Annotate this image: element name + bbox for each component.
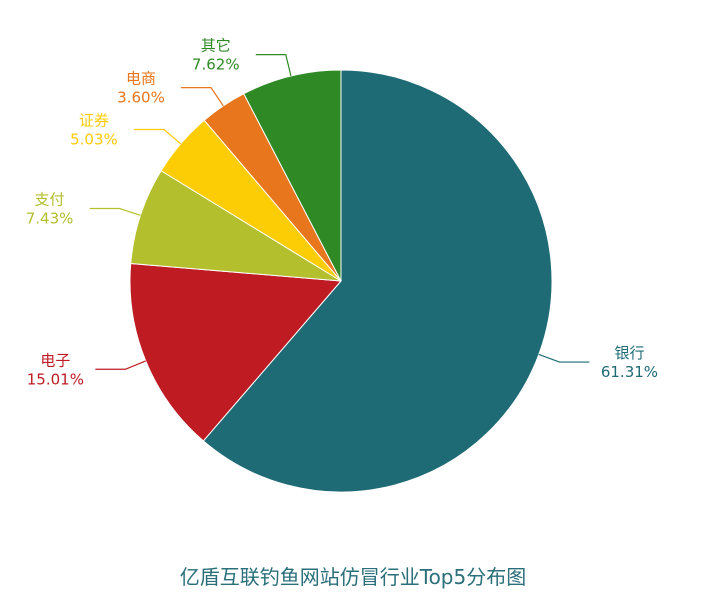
chart-title: 亿盾互联钓鱼网站仿冒行业Top5分布图 — [180, 565, 526, 589]
slice-label: 电商 — [126, 70, 156, 88]
slice-label: 其它 — [201, 37, 231, 55]
pie-slice — [129, 262, 343, 442]
slice-label: 证券 — [79, 112, 109, 130]
slice-value-label: 7.62% — [192, 56, 240, 74]
slice-value-label: 61.31% — [601, 363, 658, 381]
slice-label: 银行 — [614, 344, 644, 362]
slice-label: 电子 — [40, 351, 70, 369]
slice-label: 支付 — [35, 191, 65, 209]
slice-value-label: 7.43% — [26, 210, 74, 228]
pie-slice — [243, 69, 342, 282]
leader-line — [181, 87, 224, 107]
leader-line — [255, 54, 292, 77]
leader-line — [89, 207, 141, 216]
slice-value-label: 3.60% — [117, 89, 165, 107]
pie-slice — [130, 170, 342, 282]
leader-line — [538, 353, 590, 363]
slice-value-label: 15.01% — [27, 370, 84, 388]
slice-value-label: 5.03% — [70, 131, 118, 149]
leader-line — [133, 128, 182, 145]
leader-line — [95, 360, 146, 370]
